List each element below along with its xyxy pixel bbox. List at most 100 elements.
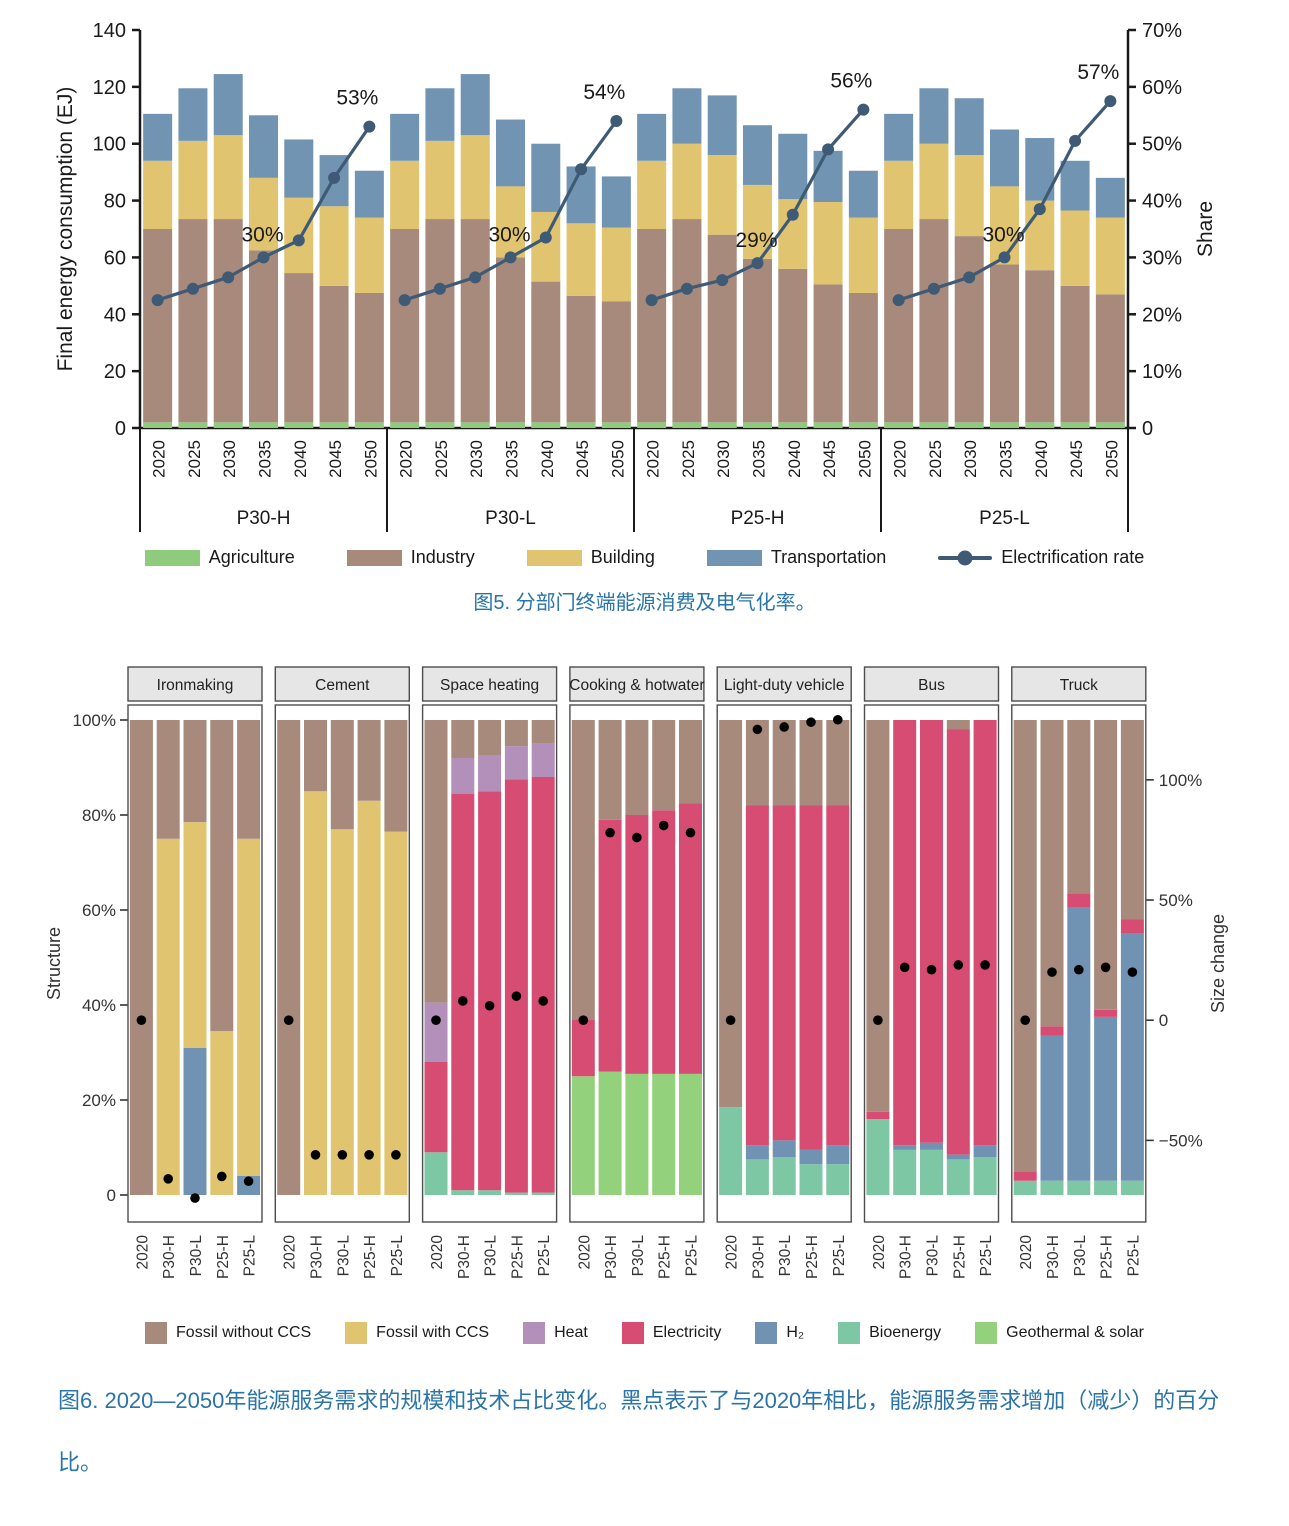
- legend-label: Fossil with CCS: [376, 1324, 490, 1341]
- svg-text:Cooking & hotwater: Cooking & hotwater: [569, 677, 704, 694]
- svg-text:56%: 56%: [830, 70, 872, 93]
- svg-text:20: 20: [104, 361, 126, 383]
- svg-text:57%: 57%: [1077, 61, 1119, 84]
- building-swatch: [526, 549, 582, 566]
- fig5-caption: 图5. 分部门终端能源消费及电气化率。: [473, 592, 816, 614]
- svg-text:50%: 50%: [1142, 134, 1182, 156]
- legend-label: Agriculture: [208, 547, 295, 567]
- fig5-svg: 020406080100120140010%20%30%40%50%60%70%…: [54, 20, 1217, 532]
- svg-text:0: 0: [115, 418, 126, 440]
- svg-text:30%: 30%: [982, 223, 1024, 246]
- bioenergy-swatch: [838, 1322, 861, 1344]
- svg-text:2025: 2025: [185, 440, 204, 478]
- svg-text:Structure: Structure: [44, 927, 64, 1000]
- fig5-stacked-bar-line-chart: 0 20 40 60 80 100 120 140 0 10% 20% 30% 40% 50% 60% 70%…: [0, 0, 1289, 545]
- svg-text:2020: 2020: [397, 440, 416, 478]
- electrification-rate-line-marker: [938, 555, 993, 560]
- svg-text:29%: 29%: [735, 229, 777, 252]
- agriculture-swatch: [144, 549, 200, 566]
- svg-text:Bus: Bus: [918, 677, 945, 694]
- svg-text:Truck: Truck: [1060, 677, 1098, 694]
- svg-text:P30-H: P30-H: [750, 1235, 767, 1279]
- svg-text:P25-H: P25-H: [657, 1235, 674, 1279]
- svg-text:30%: 30%: [241, 223, 283, 246]
- svg-text:Space heating: Space heating: [440, 677, 539, 694]
- svg-text:Light-duty vehicle: Light-duty vehicle: [724, 677, 845, 694]
- svg-text:P30-H: P30-H: [603, 1235, 620, 1279]
- svg-text:Cement: Cement: [315, 677, 370, 694]
- svg-text:Size change: Size change: [1208, 914, 1228, 1013]
- fig5-legend: Agriculture Industry Building Transportatio…: [0, 547, 1289, 568]
- svg-text:2050: 2050: [855, 440, 874, 478]
- svg-text:P30-L: P30-L: [630, 1235, 647, 1277]
- svg-text:2045: 2045: [1067, 440, 1086, 478]
- svg-text:2040: 2040: [1032, 440, 1051, 478]
- svg-text:2035: 2035: [997, 440, 1016, 478]
- svg-text:2020: 2020: [1018, 1235, 1035, 1270]
- svg-text:2035: 2035: [750, 440, 769, 478]
- svg-text:80: 80: [104, 191, 126, 213]
- legend-item-geothermal_solar: Geothermal & solar: [975, 1322, 1144, 1344]
- svg-text:120: 120: [93, 77, 126, 99]
- svg-text:−50%: −50%: [1159, 1131, 1203, 1150]
- legend-label: Building: [590, 547, 655, 567]
- svg-text:2020: 2020: [576, 1235, 593, 1270]
- heat-swatch: [523, 1322, 546, 1344]
- legend-item-heat: Heat: [523, 1322, 588, 1344]
- legend-label: Heat: [554, 1324, 588, 1341]
- svg-text:2045: 2045: [573, 440, 592, 478]
- legend-item-line: Electrification rate: [938, 547, 1144, 568]
- svg-text:2020: 2020: [282, 1235, 299, 1270]
- svg-text:2045: 2045: [820, 440, 839, 478]
- transportation-swatch: [706, 549, 762, 566]
- svg-text:2025: 2025: [432, 440, 451, 478]
- legend-label: Bioenergy: [869, 1324, 942, 1341]
- svg-text:P30-L: P30-L: [335, 1235, 352, 1277]
- svg-text:P25-L: P25-L: [978, 1235, 995, 1277]
- electricity-swatch: [621, 1322, 644, 1344]
- fig6-svg: 0 20% 40% 60% 80% 100% Structure −50% 0 50% 100% Si…: [44, 666, 1228, 1279]
- svg-text:2045: 2045: [326, 440, 345, 478]
- svg-text:P25-L: P25-L: [684, 1235, 701, 1277]
- legend-label: Electricity: [652, 1324, 722, 1341]
- svg-text:2020: 2020: [644, 440, 663, 478]
- svg-text:P30-H: P30-H: [456, 1235, 473, 1279]
- svg-text:P25-H: P25-H: [731, 508, 785, 529]
- svg-text:2030: 2030: [961, 440, 980, 478]
- svg-text:100%: 100%: [73, 711, 116, 730]
- svg-text:P25-L: P25-L: [242, 1235, 259, 1277]
- svg-text:0: 0: [1142, 418, 1153, 440]
- legend-label: Industry: [410, 547, 475, 567]
- svg-text:P30-L: P30-L: [925, 1235, 942, 1277]
- fig6-service-demand-figure: 0 20% 40% 60% 80% 100% Structure −50% 0 50% 100% Si…: [0, 657, 1289, 1493]
- geothermal_solar-swatch: [975, 1322, 998, 1344]
- h2-swatch: [755, 1322, 778, 1344]
- svg-text:100%: 100%: [1159, 771, 1202, 790]
- svg-text:10%: 10%: [1142, 361, 1182, 383]
- svg-text:40: 40: [104, 304, 126, 326]
- legend-item-transportation: Transportation: [706, 547, 887, 568]
- svg-text:20%: 20%: [82, 1091, 116, 1110]
- svg-text:P25-H: P25-H: [509, 1235, 526, 1279]
- svg-text:P25-H: P25-H: [804, 1235, 821, 1279]
- svg-text:P25-H: P25-H: [1099, 1235, 1116, 1279]
- svg-text:40%: 40%: [1142, 191, 1182, 213]
- legend-label: Transportation: [770, 547, 887, 567]
- svg-text:2040: 2040: [538, 440, 557, 478]
- legend-item-agriculture: Agriculture: [144, 547, 295, 568]
- svg-text:P30-L: P30-L: [485, 508, 536, 529]
- svg-text:60: 60: [104, 247, 126, 269]
- svg-text:2050: 2050: [361, 440, 380, 478]
- svg-text:60%: 60%: [1142, 77, 1182, 99]
- svg-text:53%: 53%: [336, 87, 378, 110]
- svg-text:2035: 2035: [256, 440, 275, 478]
- svg-text:80%: 80%: [82, 806, 116, 825]
- svg-text:60%: 60%: [82, 901, 116, 920]
- legend-item-fossil_with_ccs: Fossil with CCS: [345, 1322, 489, 1344]
- fig6-caption: 图6. 2020—2050年能源服务需求的规模和技术占比变化。黑点表示了与202…: [58, 1388, 1220, 1475]
- legend-label: Electrification rate: [1001, 547, 1145, 567]
- svg-text:Ironmaking: Ironmaking: [157, 677, 234, 694]
- svg-text:P30-L: P30-L: [188, 1235, 205, 1277]
- svg-text:0: 0: [107, 1186, 116, 1205]
- svg-text:P25-H: P25-H: [951, 1235, 968, 1279]
